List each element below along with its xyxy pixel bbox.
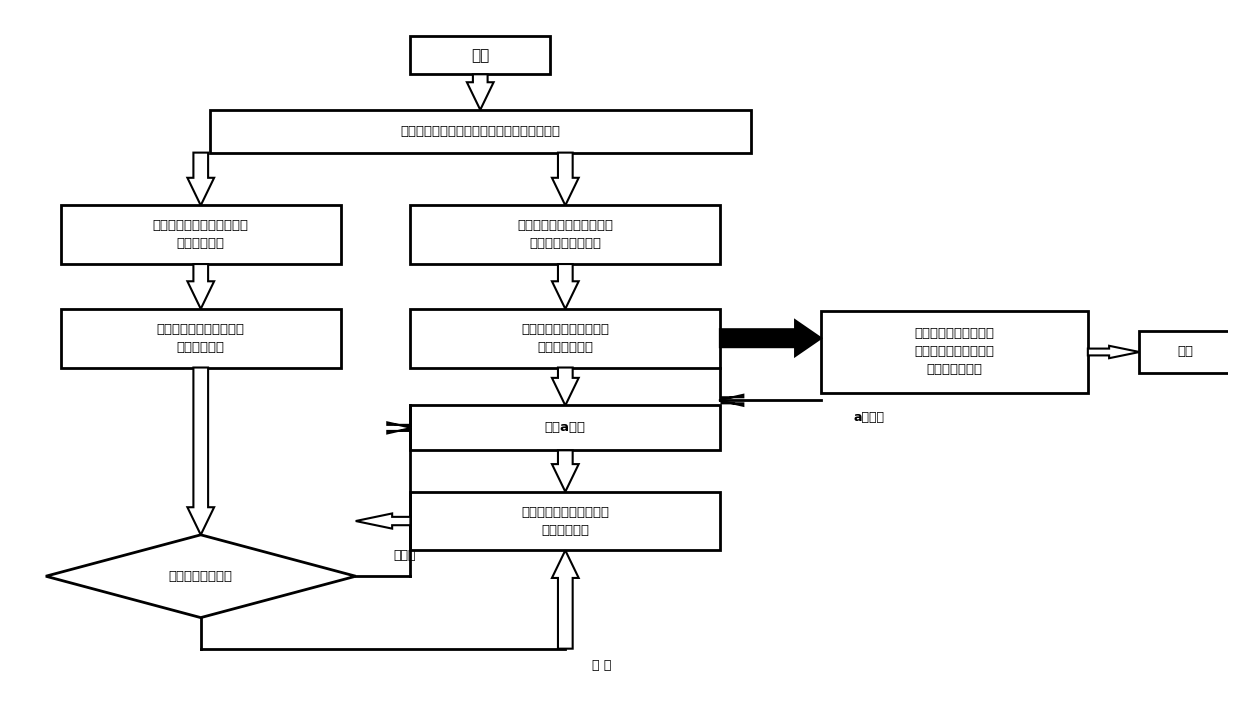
FancyBboxPatch shape: [410, 491, 720, 551]
FancyBboxPatch shape: [410, 309, 720, 367]
Polygon shape: [552, 367, 579, 406]
Text: 采用时程分析法求结构的
顶层响应幅值: 采用时程分析法求结构的 顶层响应幅值: [521, 505, 609, 536]
Polygon shape: [356, 513, 410, 529]
FancyBboxPatch shape: [61, 206, 341, 264]
Polygon shape: [46, 535, 356, 617]
Text: 开始: 开始: [471, 48, 490, 63]
Text: 采用时程分析法求结构的
顶层响应幅值: 采用时程分析法求结构的 顶层响应幅值: [156, 322, 244, 353]
FancyBboxPatch shape: [410, 206, 720, 264]
Text: 将爆破地震波速度信号转换
为加速度信号: 将爆破地震波速度信号转换 为加速度信号: [153, 219, 249, 250]
Text: 判断两者是否相等: 判断两者是否相等: [169, 570, 233, 583]
Text: 选择实测爆破地震波速度信号作为待模拟信号: 选择实测爆破地震波速度信号作为待模拟信号: [401, 125, 560, 138]
FancyBboxPatch shape: [821, 310, 1087, 394]
Text: 将实测爆破地震波速度信号
进行多分辨小波分析: 将实测爆破地震波速度信号 进行多分辨小波分析: [517, 219, 614, 250]
Polygon shape: [467, 75, 494, 110]
Polygon shape: [720, 321, 821, 356]
FancyBboxPatch shape: [410, 37, 551, 75]
Text: 不相等: 不相等: [393, 549, 415, 562]
FancyBboxPatch shape: [410, 406, 720, 451]
FancyBboxPatch shape: [210, 110, 750, 153]
Polygon shape: [387, 422, 412, 434]
Text: 相 等: 相 等: [591, 660, 611, 672]
Polygon shape: [1087, 346, 1140, 358]
FancyBboxPatch shape: [61, 309, 341, 367]
Polygon shape: [552, 451, 579, 491]
Text: a值代入: a值代入: [853, 411, 884, 424]
Text: 参数a赋值: 参数a赋值: [544, 422, 585, 434]
Text: 确定出基于建筑物地震
响应等效的爆破地震波
的具体构造模型: 确定出基于建筑物地震 响应等效的爆破地震波 的具体构造模型: [914, 327, 994, 377]
Text: 结束: 结束: [1177, 346, 1193, 358]
Polygon shape: [552, 264, 579, 309]
Polygon shape: [719, 395, 743, 406]
Polygon shape: [552, 551, 579, 648]
Polygon shape: [187, 367, 215, 535]
Polygon shape: [187, 264, 215, 309]
Text: 构造爆破地震波模拟信号
模型的一般形式: 构造爆破地震波模拟信号 模型的一般形式: [521, 322, 609, 353]
Polygon shape: [552, 153, 579, 206]
Polygon shape: [187, 153, 215, 206]
FancyBboxPatch shape: [1140, 332, 1230, 372]
